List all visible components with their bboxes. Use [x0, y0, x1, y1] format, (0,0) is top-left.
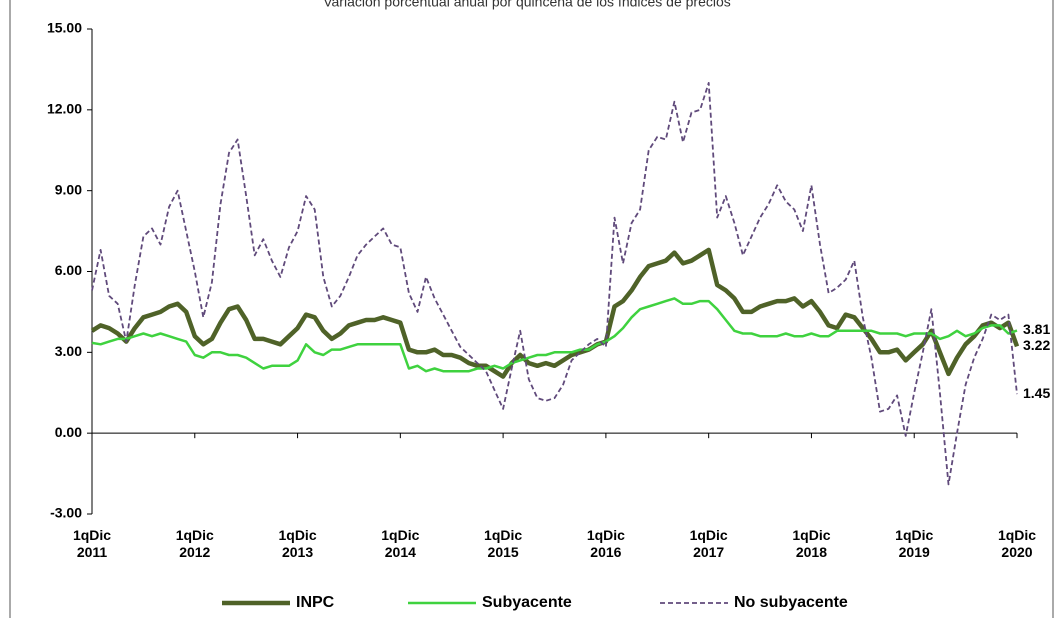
y-tick-label: 3.00	[55, 343, 82, 359]
x-tick-label: 1qDic 2012	[175, 527, 214, 560]
y-tick-label: 9.00	[55, 181, 82, 197]
x-tick-label: 1qDic 2019	[895, 527, 934, 560]
series-line	[90, 247, 1020, 379]
y-tick-label: 0.00	[55, 424, 82, 440]
x-tick-label: 1qDic 2011	[72, 527, 112, 560]
x-tick-label: 1qDic 2016	[586, 527, 625, 560]
x-tick-label: 1qDic 2014	[381, 527, 420, 560]
series-line	[91, 297, 1018, 373]
end-value-label: 3.22	[1023, 337, 1050, 353]
x-tick-label: 1qDic 2015	[484, 527, 523, 560]
end-value-label: 1.45	[1023, 385, 1050, 401]
x-tick-label: 1qDic 2020	[997, 527, 1037, 560]
y-tick-label: 6.00	[55, 262, 82, 278]
legend-label: INPC	[296, 594, 335, 611]
x-tick-label: 1qDic 2013	[278, 527, 317, 560]
y-tick-label: 15.00	[47, 20, 82, 36]
chart-title: Variación porcentual anual por quincena …	[323, 0, 731, 10]
x-tick-label: 1qDic 2017	[689, 527, 728, 560]
x-tick-label: 1qDic 2018	[792, 527, 831, 560]
frame	[9, 0, 1054, 618]
legend-label: No subyacente	[734, 594, 848, 611]
y-tick-label: -3.00	[50, 505, 82, 521]
y-tick-label: 12.00	[47, 101, 82, 117]
end-value-label: 3.81	[1023, 321, 1050, 337]
legend-label: Subyacente	[482, 594, 572, 611]
series-line	[91, 82, 1018, 486]
